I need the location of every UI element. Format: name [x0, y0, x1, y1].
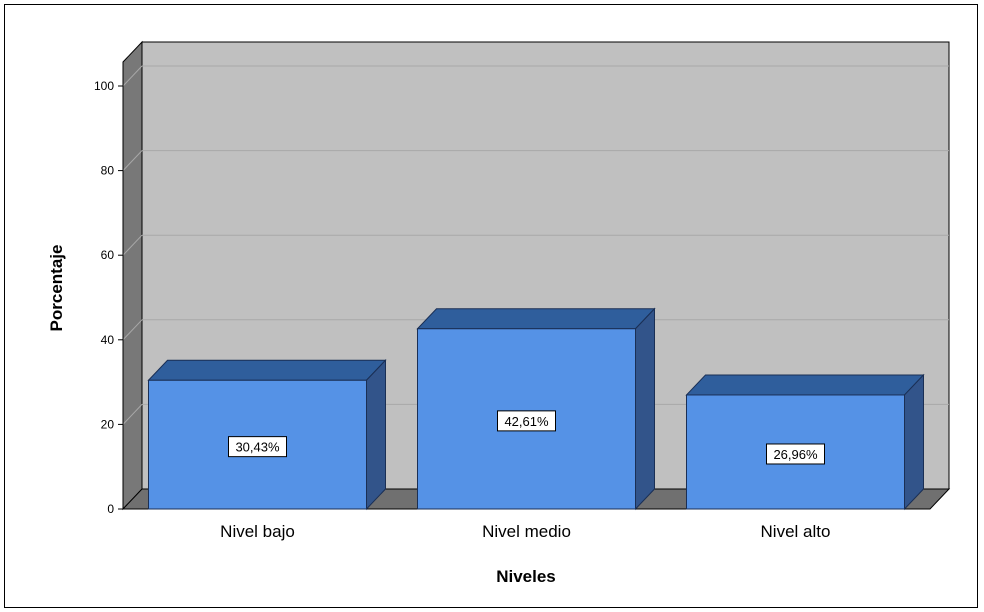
x-axis-categories: Nivel bajo Nivel medio Nivel alto: [220, 522, 830, 541]
bar-top: [416, 308, 656, 330]
x-category-label: Nivel bajo: [220, 522, 295, 541]
data-label: 30,43%: [235, 440, 280, 455]
data-label-box: [766, 443, 825, 465]
y-tick-label: 60: [101, 248, 115, 262]
y-tick-label: 40: [101, 333, 115, 347]
bar-side: [904, 373, 924, 511]
data-label-box: [497, 410, 556, 432]
y-tick-label: 80: [101, 164, 115, 178]
side-wall: [122, 40, 143, 511]
data-label: 26,96%: [773, 447, 818, 462]
x-category-label: Nivel medio: [482, 522, 571, 541]
y-axis-ticks: 0 20 40 60 80 100: [94, 79, 124, 516]
y-tick-label: 100: [94, 79, 114, 93]
y-axis-title: Porcentaje: [47, 245, 66, 332]
x-axis-title: Niveles: [496, 567, 556, 586]
y-tick-label: 20: [101, 417, 115, 431]
gridline-side: [122, 319, 143, 341]
gridline-side: [122, 404, 143, 425]
data-label-box: [228, 436, 287, 458]
data-label: 42,61%: [504, 414, 549, 429]
bar: 26,96%: [685, 373, 925, 511]
bar-top: [685, 374, 925, 396]
gridline-side: [122, 234, 143, 256]
gridline-side: [122, 65, 143, 87]
bars: 30,43% 42,61% 26,96%: [147, 307, 925, 511]
bar-top: [147, 359, 387, 381]
x-category-label: Nivel alto: [761, 522, 831, 541]
bar: 30,43%: [147, 359, 387, 511]
gridline-side: [122, 150, 143, 171]
bar: 42,61%: [416, 307, 656, 511]
bar-side: [635, 307, 655, 511]
y-tick-label: 0: [107, 502, 114, 516]
bar-side: [366, 359, 386, 511]
